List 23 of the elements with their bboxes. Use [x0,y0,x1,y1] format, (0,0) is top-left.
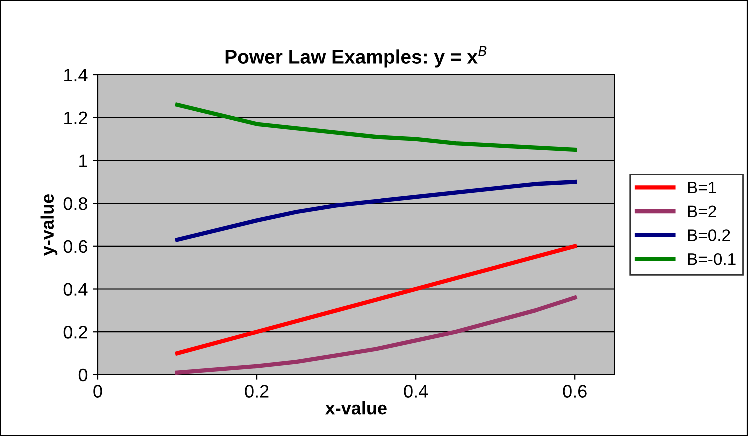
line-series [175,296,578,375]
y-tick-label: 1.2 [64,112,88,124]
y-tick-label: 0.2 [64,326,88,339]
x-tick-label: 0 [94,385,102,398]
y-tick-label: 0.6 [64,240,88,254]
x-tick-label: 0.4 [404,385,428,398]
legend-label: B=1 [688,182,716,194]
y-tick-label: 0.8 [64,197,88,210]
legend-label: B=2 [688,206,716,218]
y-tick-label: 0 [78,368,88,382]
y-tick-label: 1.4 [64,69,88,82]
legend-label: B=-0.1 [688,253,736,266]
y-tick-label: 1 [80,154,88,168]
y-tick-label: 0.4 [64,283,88,296]
legend-label: B=0.2 [688,230,730,242]
x-tick-label: 0.6 [563,385,587,398]
line-series [175,180,578,242]
x-axis-title: x-value [325,402,387,415]
x-tick-label: 0.2 [245,385,269,398]
chart-title: Power Law Examples: y = x$^{B}$ [226,46,487,68]
y-axis-title: y-value [40,194,58,256]
line-series [175,102,578,152]
line-series [175,244,578,356]
